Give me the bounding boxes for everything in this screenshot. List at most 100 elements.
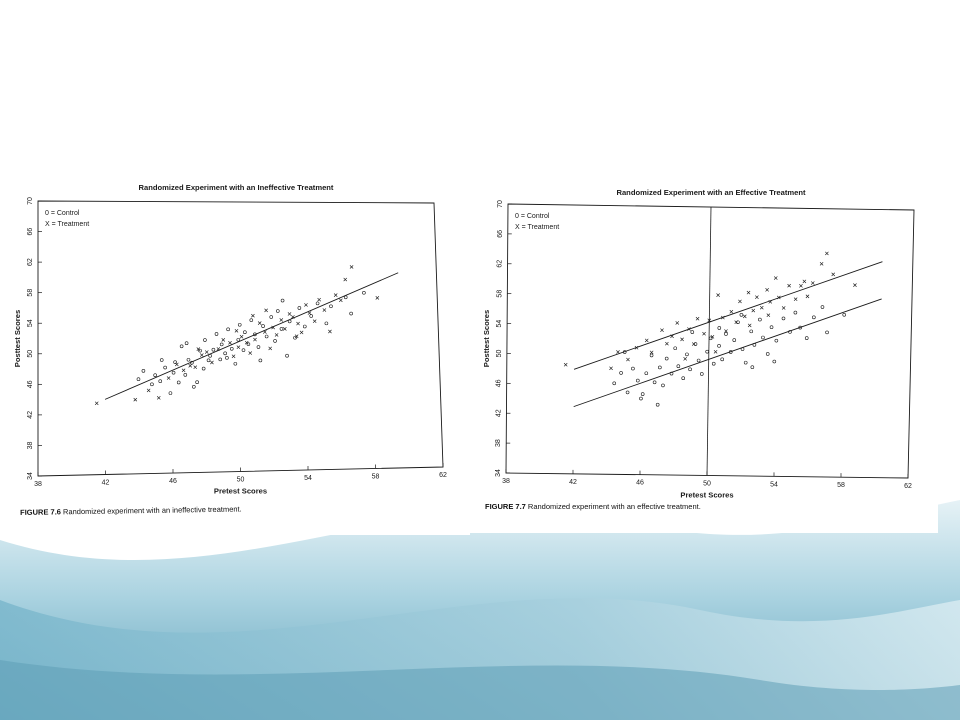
control-point xyxy=(158,379,163,384)
y-tick-label: 62 xyxy=(497,260,504,268)
x-tick-label: 50 xyxy=(237,477,245,484)
treatment-point xyxy=(563,362,568,367)
control-point xyxy=(769,325,774,329)
treatment-point xyxy=(616,350,620,354)
treatment-point xyxy=(264,308,268,313)
control-point xyxy=(612,381,617,386)
treatment-point xyxy=(234,328,239,333)
control-point xyxy=(793,310,798,315)
treatment-point xyxy=(231,354,236,359)
treatment-point xyxy=(166,376,171,380)
treatment-point xyxy=(649,350,654,355)
control-point xyxy=(218,357,223,362)
control-point xyxy=(690,330,695,334)
regression-line xyxy=(573,261,883,370)
control-point xyxy=(315,301,320,306)
y-tick-label: 54 xyxy=(496,320,503,328)
treatment-point xyxy=(793,297,798,302)
control-point xyxy=(743,360,748,365)
control-point xyxy=(256,345,261,349)
treatment-point xyxy=(156,395,161,400)
control-point xyxy=(297,306,302,310)
x-tick-label: 42 xyxy=(569,479,577,486)
figure-panel-ineffective: Randomized Experiment with an Ineffectiv… xyxy=(0,165,470,535)
treatment-point xyxy=(333,293,338,297)
control-point xyxy=(201,366,206,371)
treatment-point xyxy=(263,330,267,334)
treatment-point xyxy=(683,357,688,361)
treatment-point xyxy=(738,299,742,304)
control-point xyxy=(739,313,744,317)
control-point xyxy=(249,318,254,322)
x-axis-label: Pretest Scores xyxy=(680,491,733,500)
control-point xyxy=(636,378,640,383)
legend-entry: X = Treatment xyxy=(515,224,559,231)
x-tick-label: 50 xyxy=(703,481,711,488)
control-point xyxy=(685,352,689,357)
treatment-point xyxy=(747,323,752,328)
treatment-point xyxy=(196,347,201,351)
y-tick-label: 42 xyxy=(495,409,502,417)
y-tick-label: 34 xyxy=(495,469,502,477)
control-point xyxy=(246,342,251,346)
treatment-point xyxy=(204,350,209,354)
legend-entry: 0 = Control xyxy=(515,213,550,220)
treatment-point xyxy=(609,366,613,371)
control-point xyxy=(237,322,242,327)
treatment-point xyxy=(810,281,815,285)
control-point xyxy=(184,341,189,346)
control-point xyxy=(664,356,669,361)
control-point xyxy=(192,384,196,389)
treatment-point xyxy=(724,329,728,333)
y-tick-label: 70 xyxy=(27,197,34,205)
caption-label: FIGURE 7.7 xyxy=(485,502,526,511)
control-point xyxy=(781,316,786,321)
control-point xyxy=(153,373,157,378)
control-point xyxy=(150,382,154,387)
treatment-point xyxy=(695,316,700,321)
treatment-point xyxy=(776,295,781,300)
control-point xyxy=(765,352,770,356)
treatment-point xyxy=(644,338,649,343)
y-tick-label: 66 xyxy=(497,230,504,238)
chart-title: Randomized Experiment with an Ineffectiv… xyxy=(139,183,334,192)
treatment-point xyxy=(675,321,680,325)
treatment-point xyxy=(710,334,715,339)
y-tick-label: 38 xyxy=(27,441,34,449)
treatment-point xyxy=(702,331,706,336)
control-point xyxy=(183,373,188,377)
control-point xyxy=(699,372,704,376)
control-point xyxy=(309,314,314,318)
y-tick-label: 58 xyxy=(27,289,34,297)
control-point xyxy=(732,338,737,342)
control-point xyxy=(223,351,227,356)
treatment-point xyxy=(188,363,193,368)
control-point xyxy=(812,315,816,320)
y-tick-label: 50 xyxy=(27,350,34,358)
wave-front xyxy=(0,660,960,720)
control-point xyxy=(758,317,762,322)
treatment-point xyxy=(296,321,300,326)
figure-caption-right: FIGURE 7.7 Randomized experiment with an… xyxy=(485,502,701,511)
control-point xyxy=(219,342,224,347)
x-tick-label: 62 xyxy=(439,472,447,479)
control-point xyxy=(226,327,230,332)
y-tick-label: 50 xyxy=(496,349,503,357)
y-tick-label: 62 xyxy=(27,258,34,266)
control-point xyxy=(696,358,701,363)
control-point xyxy=(171,370,176,375)
treatment-point xyxy=(251,313,255,318)
treatment-point xyxy=(773,276,778,280)
x-tick-label: 46 xyxy=(636,480,644,487)
control-point xyxy=(362,290,366,295)
control-point xyxy=(269,315,274,319)
treatment-point xyxy=(328,329,332,334)
control-point xyxy=(168,391,173,395)
treatment-point xyxy=(781,306,786,310)
control-point xyxy=(652,380,657,385)
control-point xyxy=(280,298,285,303)
y-tick-label: 34 xyxy=(27,472,34,480)
control-point xyxy=(717,344,721,348)
control-point xyxy=(804,336,809,340)
treatment-point xyxy=(375,296,380,300)
